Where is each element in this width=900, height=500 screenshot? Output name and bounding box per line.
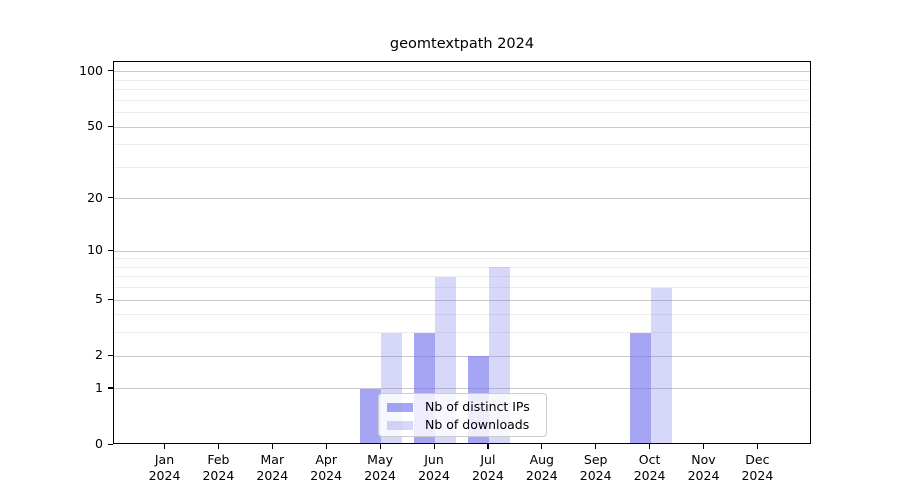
y-tick-mark-10 bbox=[108, 249, 113, 251]
x-tick-label-jul: Jul 2024 bbox=[460, 452, 516, 483]
x-tick-month-feb: Feb bbox=[207, 452, 230, 467]
gridline-minor-60 bbox=[114, 112, 810, 114]
chart-title: geomtextpath 2024 bbox=[389, 36, 535, 52]
gridline-minor-4 bbox=[114, 314, 810, 316]
x-tick-mark-mar bbox=[271, 444, 273, 449]
x-tick-year-apr: 2024 bbox=[310, 467, 343, 483]
y-tick-label-20: 20 bbox=[87, 189, 103, 205]
gridline-minor-9 bbox=[114, 258, 810, 260]
x-tick-year-may: 2024 bbox=[364, 467, 396, 483]
x-tick-label-aug: Aug 2024 bbox=[514, 452, 570, 483]
x-tick-mark-oct bbox=[649, 444, 651, 449]
y-axis: 0 1 2 5 10 20 50 100 bbox=[0, 61, 113, 451]
x-tick-mark-apr bbox=[325, 444, 327, 449]
legend-item-distinct-ips: Nb of distinct IPs bbox=[387, 398, 538, 416]
x-axis: Jan 2024 Feb 2024 Mar 2024 Apr 2024 May 2024 Jun 20… bbox=[113, 444, 811, 500]
x-tick-year-sep: 2024 bbox=[579, 467, 612, 483]
legend-label-downloads: Nb of downloads bbox=[425, 417, 530, 432]
gridline-major-50 bbox=[114, 126, 810, 128]
y-tick-label-10: 10 bbox=[87, 242, 103, 258]
gridline-minor-80 bbox=[114, 89, 810, 91]
y-tick-mark-20 bbox=[108, 197, 113, 199]
x-tick-year-dec: 2024 bbox=[741, 467, 774, 483]
x-tick-month-dec: Dec bbox=[745, 452, 770, 467]
legend-label-distinct-ips: Nb of distinct IPs bbox=[425, 399, 530, 414]
gridline-minor-90 bbox=[114, 79, 810, 81]
y-tick-label-5: 5 bbox=[95, 291, 103, 307]
gridline-minor-3 bbox=[114, 332, 810, 334]
bar-nb-of-distinct-ips-may-2024 bbox=[360, 388, 382, 443]
x-tick-month-jun: Jun bbox=[424, 452, 444, 467]
x-tick-month-jan: Jan bbox=[154, 452, 175, 467]
plot-area bbox=[113, 61, 811, 444]
x-tick-label-mar: Mar 2024 bbox=[244, 452, 300, 483]
gridline-minor-30 bbox=[114, 166, 810, 168]
y-tick-mark-0 bbox=[108, 443, 113, 445]
gridline-major-1 bbox=[114, 388, 810, 390]
x-tick-mark-sep bbox=[595, 444, 597, 449]
x-tick-mark-jan bbox=[164, 444, 166, 449]
x-tick-year-jun: 2024 bbox=[418, 467, 450, 483]
x-tick-label-sep: Sep 2024 bbox=[568, 452, 624, 483]
x-tick-year-mar: 2024 bbox=[256, 467, 289, 483]
y-tick-label-50: 50 bbox=[87, 118, 103, 134]
y-tick-label-2: 2 bbox=[95, 347, 103, 363]
x-tick-label-feb: Feb 2024 bbox=[190, 452, 246, 483]
x-tick-year-feb: 2024 bbox=[202, 467, 235, 483]
x-tick-label-may: May 2024 bbox=[352, 452, 408, 483]
x-tick-label-jun: Jun 2024 bbox=[406, 452, 462, 483]
legend-swatch-distinct-ips bbox=[387, 402, 413, 412]
x-tick-label-apr: Apr 2024 bbox=[298, 452, 354, 483]
x-tick-label-dec: Dec 2024 bbox=[729, 452, 785, 483]
legend-swatch-downloads bbox=[387, 420, 413, 430]
x-tick-month-aug: Aug bbox=[529, 452, 554, 467]
gridline-major-100 bbox=[114, 71, 810, 73]
gridline-major-10 bbox=[114, 250, 810, 252]
x-tick-mark-nov bbox=[703, 444, 705, 449]
x-tick-month-jul: Jul bbox=[480, 452, 496, 467]
x-tick-label-jan: Jan 2024 bbox=[137, 452, 193, 483]
x-tick-year-oct: 2024 bbox=[633, 467, 666, 483]
x-tick-month-oct: Oct bbox=[638, 452, 661, 467]
x-tick-month-may: May bbox=[367, 452, 394, 467]
x-tick-year-aug: 2024 bbox=[525, 467, 558, 483]
x-tick-mark-dec bbox=[756, 444, 759, 449]
x-tick-mark-jul bbox=[487, 444, 489, 449]
x-tick-year-jan: 2024 bbox=[148, 467, 181, 483]
gridline-minor-70 bbox=[114, 99, 810, 101]
x-tick-month-mar: Mar bbox=[260, 452, 285, 467]
x-tick-month-sep: Sep bbox=[583, 452, 608, 467]
x-tick-year-jul: 2024 bbox=[471, 467, 504, 483]
y-tick-mark-100 bbox=[108, 70, 113, 72]
x-tick-mark-feb bbox=[217, 444, 220, 449]
x-tick-label-nov: Nov 2024 bbox=[676, 452, 732, 483]
gridline-major-5 bbox=[114, 299, 810, 301]
bar-nb-of-distinct-ips-oct-2024 bbox=[629, 332, 651, 443]
gridline-minor-6 bbox=[114, 287, 810, 289]
x-tick-mark-may bbox=[379, 444, 381, 449]
y-tick-mark-50 bbox=[108, 125, 113, 127]
y-tick-label-100: 100 bbox=[79, 62, 103, 78]
x-tick-label-oct: Oct 2024 bbox=[622, 452, 678, 483]
x-tick-month-nov: Nov bbox=[691, 452, 716, 467]
y-tick-mark-5 bbox=[108, 298, 113, 300]
gridline-minor-40 bbox=[114, 144, 810, 146]
legend: Nb of distinct IPs Nb of downloads bbox=[378, 393, 547, 437]
y-tick-label-0: 0 bbox=[95, 436, 103, 451]
y-tick-mark-1 bbox=[108, 387, 113, 389]
x-tick-year-nov: 2024 bbox=[687, 467, 720, 483]
y-tick-mark-2 bbox=[108, 354, 113, 356]
y-tick-label-1: 1 bbox=[95, 379, 103, 395]
gridline-major-2 bbox=[114, 355, 810, 357]
x-tick-mark-jun bbox=[433, 444, 435, 449]
x-tick-month-apr: Apr bbox=[315, 452, 337, 467]
gridline-minor-7 bbox=[114, 276, 810, 278]
gridline-minor-8 bbox=[114, 266, 810, 268]
x-tick-mark-aug bbox=[541, 444, 543, 449]
legend-item-downloads: Nb of downloads bbox=[387, 416, 538, 434]
bar-nb-of-downloads-oct-2024 bbox=[650, 287, 672, 443]
gridline-major-20 bbox=[114, 198, 810, 200]
